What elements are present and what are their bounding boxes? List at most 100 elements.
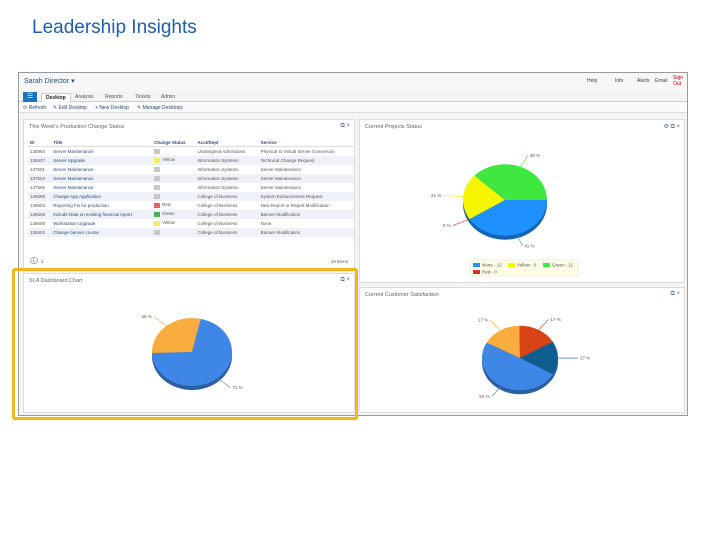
page-2[interactable]: 2	[41, 259, 44, 264]
table-cell: 136637	[28, 155, 52, 165]
table-cell: Reporting Fix for production	[53, 202, 109, 208]
table-cell: Server Upgrade	[51, 155, 153, 165]
legend-swatch	[473, 270, 480, 274]
column-header[interactable]: Acct/Dept	[195, 138, 259, 147]
leader-line	[489, 319, 501, 331]
new-desktop-button[interactable]: + New Desktop	[95, 105, 130, 111]
customer-satisfaction-panel: Current Customer Satisfaction ⧉ × 50 % 17…	[359, 287, 685, 413]
table-row[interactable]: 137501 Server Maintenance Information Syst…	[28, 165, 354, 174]
leader-line	[491, 385, 502, 397]
slice-label: 71 %	[232, 385, 242, 390]
gear-icon[interactable]: ⚙	[663, 124, 669, 130]
status-swatch	[154, 211, 161, 217]
status-text: Yellow	[162, 157, 175, 163]
panel-controls: ⧉ ×	[341, 123, 350, 130]
tab-analysis[interactable]: Analysis	[75, 94, 94, 100]
email-link[interactable]: Email	[655, 78, 668, 84]
close-icon[interactable]: ×	[346, 123, 350, 129]
manage-desktops-label: Manage Desktops	[142, 105, 183, 111]
table-cell: None	[260, 220, 272, 226]
table-row[interactable]: 136602 Change banner course College of Bus…	[28, 227, 354, 237]
table-row[interactable]: 136603 Reporting Fix for production Red Col…	[28, 201, 354, 210]
new-desktop-label: New Desktop	[99, 105, 130, 111]
table-row[interactable]: 137503 Server Maintenance Information Syst…	[28, 173, 354, 183]
table-cell: 136964	[30, 148, 46, 154]
edit-desktop-button[interactable]: ✎ Edit Desktop	[53, 105, 87, 111]
column-header[interactable]: Change Status	[152, 138, 196, 147]
sla-pie: 71 % 29 %	[142, 314, 242, 390]
tab-reports[interactable]: Reports	[105, 94, 123, 100]
column-header[interactable]: Title	[51, 138, 153, 147]
table-cell	[152, 173, 196, 183]
pie-slice[interactable]	[469, 200, 547, 236]
tab-tickets[interactable]: Tickets	[135, 94, 151, 100]
close-icon[interactable]: ×	[676, 291, 680, 297]
pie-slice[interactable]	[152, 318, 201, 354]
table-row[interactable]: 136637 Server Upgrade Yellow Information Sy…	[28, 155, 354, 165]
help-link[interactable]: Help	[587, 78, 598, 84]
user-name: Sarah Director	[24, 78, 70, 85]
close-icon[interactable]: ×	[676, 124, 680, 130]
refresh-button[interactable]: ⟳ Refresh	[23, 105, 47, 111]
refresh-icon[interactable]: ⧉	[340, 277, 345, 283]
table-cell: System Enhancement Request	[258, 191, 354, 201]
info-link[interactable]: Info	[615, 78, 624, 84]
page-1[interactable]: 1	[30, 257, 38, 264]
table-row[interactable]: 136608 Include Data on existing financial…	[28, 209, 354, 219]
panel-title: Current Projects Status	[365, 124, 422, 130]
table-cell: 136608	[28, 209, 52, 219]
panel-title: SLA Dashboard Chart	[29, 278, 83, 284]
pie-slice[interactable]	[520, 341, 558, 375]
legend-item[interactable]: Yellow - 6	[517, 263, 537, 268]
sign-out-link[interactable]: Sign Out	[673, 75, 684, 87]
pie-slice[interactable]	[463, 175, 505, 220]
tab-admin[interactable]: Admin	[161, 94, 176, 100]
table-cell: Information Systems	[195, 173, 259, 183]
panel-controls: ⚙ ⧉ ×	[663, 123, 680, 131]
status-text: Green	[162, 211, 175, 217]
user-menu[interactable]: Sarah Director ▾	[24, 78, 75, 85]
leader-line	[443, 195, 464, 197]
status-swatch	[154, 229, 161, 235]
pie-slice[interactable]	[519, 325, 553, 358]
slice-label: 41 %	[524, 243, 534, 248]
table-cell	[152, 165, 195, 174]
legend-item[interactable]: Red - 0	[482, 270, 497, 275]
app-window: Sarah Director ▾ Help Info Alerts Email …	[18, 72, 688, 416]
status-swatch	[154, 166, 161, 172]
projects-status-panel: Current Projects Status ⚙ ⧉ × 41 % 0 % 21 …	[359, 119, 685, 283]
alerts-link[interactable]: Alerts	[637, 78, 650, 84]
slice-label: 0 %	[443, 223, 451, 228]
slice-label: 38 %	[530, 153, 540, 158]
refresh-icon[interactable]: ⧉	[340, 123, 345, 129]
column-header[interactable]: ID	[28, 138, 52, 147]
pie-slice[interactable]	[152, 318, 232, 386]
table-row[interactable]: 136698 Change App Application College of B…	[28, 191, 354, 201]
slice-label: 29 %	[142, 314, 152, 319]
table-cell: Banner Modification	[258, 209, 354, 219]
pie-slice[interactable]	[481, 342, 553, 391]
legend-item[interactable]: None - 12	[482, 263, 502, 268]
status-swatch	[154, 202, 161, 208]
leader-line	[516, 234, 523, 246]
table-cell: Server Maintenance	[51, 173, 153, 183]
menu-icon[interactable]: ☰	[23, 92, 37, 102]
table-row[interactable]: 136964 Server Maintenance Unassigned Admis…	[28, 147, 354, 156]
table-row[interactable]: 137506 Server Maintenance Information Syst…	[28, 183, 354, 192]
leader-line	[217, 377, 231, 388]
status-swatch	[154, 184, 161, 190]
tab-desktop[interactable]: Desktop	[41, 93, 71, 102]
manage-desktops-button[interactable]: ✎ Manage Desktops	[137, 105, 183, 111]
column-header[interactable]: Service	[258, 138, 354, 147]
table-cell: Server Maintenance	[53, 166, 94, 172]
slice-label: 17 %	[580, 356, 590, 361]
header: Sarah Director ▾ Help Info Alerts Email …	[19, 73, 687, 91]
pie-slice[interactable]	[474, 164, 547, 200]
refresh-icon[interactable]: ⧉	[670, 291, 675, 297]
table-row[interactable]: 136605 Workstation Upgrade Yellow College o…	[28, 219, 354, 228]
pie-slice[interactable]	[486, 325, 520, 358]
table-cell: Server Maintenance	[258, 173, 354, 183]
legend-item[interactable]: Green - 11	[552, 263, 574, 268]
close-icon[interactable]: ×	[346, 277, 350, 283]
refresh-icon[interactable]: ⧉	[670, 124, 675, 130]
